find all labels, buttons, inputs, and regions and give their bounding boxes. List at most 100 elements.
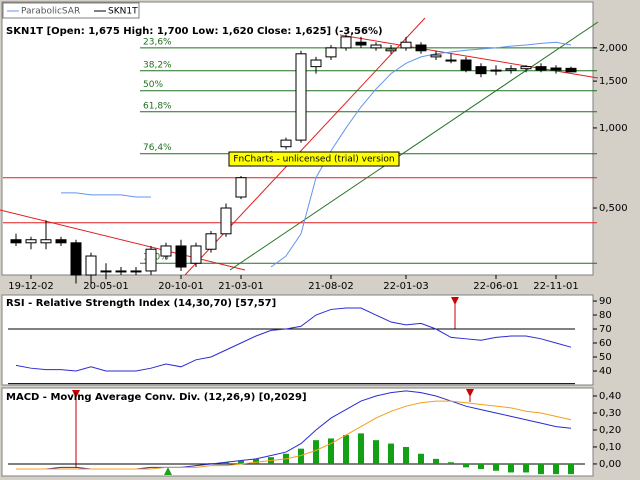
- histogram-bar: [463, 463, 469, 468]
- y-tick-label: 0,10: [599, 442, 621, 453]
- histogram-bar: [328, 438, 334, 464]
- rsi-panel: [1, 294, 594, 386]
- chart-title: SKN1T [Open: 1,675 High: 1,700 Low: 1,62…: [6, 26, 383, 37]
- signal-markers: [72, 297, 474, 475]
- x-tick-label: 22-01-03: [383, 281, 428, 292]
- x-tick-label: 21-08-02: [308, 281, 353, 292]
- histogram-bar: [433, 458, 439, 464]
- candle-body: [295, 53, 307, 141]
- y-tick-label: 40: [599, 366, 612, 377]
- candle-body: [370, 44, 382, 49]
- candle-body: [430, 54, 442, 58]
- candle-body: [325, 47, 337, 58]
- candle-body: [10, 239, 22, 244]
- histogram-bar: [448, 462, 454, 464]
- y-tick-label: 0,30: [599, 408, 621, 419]
- y-tick-label: 0,20: [599, 425, 621, 436]
- legend-label: SKN1T: [108, 7, 138, 17]
- x-tick-label: 20-05-01: [83, 281, 128, 292]
- x-tick-label: 22-06-01: [473, 281, 518, 292]
- legend-label: ParabolicSAR: [21, 7, 80, 17]
- fib-label: 23,6%: [143, 37, 172, 47]
- legend: ParabolicSAR SKN1T: [2, 2, 140, 19]
- histogram-bar: [403, 446, 409, 464]
- histogram-bar: [508, 463, 514, 473]
- watermark: FnCharts - unlicensed (trial) version: [233, 155, 394, 165]
- histogram-bar: [358, 433, 364, 464]
- y-tick-label: 80: [599, 310, 612, 321]
- candle-body: [445, 59, 457, 62]
- candle-body: [340, 36, 352, 49]
- candle-body: [505, 68, 517, 71]
- y-tick-label: 0,500: [599, 203, 628, 214]
- signal-line: [16, 400, 572, 470]
- candle-body: [70, 242, 82, 276]
- x-tick-label: 19-12-02: [8, 281, 53, 292]
- x-tick-label: 22-11-01: [533, 281, 578, 292]
- candle-body: [130, 270, 142, 273]
- chart-title: MACD - Moving Average Conv. Div. (12,26,…: [6, 392, 307, 403]
- x-tick-label: 21-03-01: [218, 281, 263, 292]
- candle-body: [280, 139, 292, 148]
- histogram-bar: [238, 460, 244, 464]
- candle-body: [415, 44, 427, 52]
- candle-body: [85, 255, 97, 276]
- candle-body: [55, 239, 67, 244]
- candle-body: [175, 245, 187, 268]
- x-tick-label: 20-10-01: [158, 281, 203, 292]
- fib-label: 61,8%: [143, 101, 172, 111]
- sar-line: [61, 41, 572, 268]
- candle-body: [220, 207, 232, 235]
- candle-body: [145, 248, 157, 272]
- histogram-bar: [493, 463, 499, 471]
- histogram-bar: [253, 458, 259, 464]
- histogram-bar: [223, 462, 229, 464]
- candle-body: [310, 59, 322, 68]
- rsi-line: [15, 307, 572, 372]
- y-tick-label: 60: [599, 338, 612, 349]
- candle-body: [400, 41, 412, 49]
- candle-body: [25, 239, 37, 244]
- candle-body: [115, 270, 127, 273]
- histogram-bar: [343, 435, 349, 464]
- histogram-bar: [553, 463, 559, 475]
- candle-body: [205, 233, 217, 250]
- candle-body: [235, 177, 247, 198]
- x-axis-band: [2, 276, 593, 294]
- y-tick-label: 0,00: [599, 459, 621, 470]
- candle-body: [190, 245, 202, 264]
- y-tick-label: 70: [599, 324, 612, 335]
- candle-body: [535, 66, 547, 71]
- candle-body: [520, 66, 532, 70]
- candle-body: [100, 270, 112, 273]
- watermark-box: [228, 151, 400, 167]
- trend-lines: [0, 17, 599, 276]
- histogram-bar: [523, 463, 529, 473]
- candle-body: [460, 59, 472, 71]
- candle-body: [385, 48, 397, 52]
- y-tick-label: 90: [599, 296, 612, 307]
- histogram-bar: [418, 453, 424, 464]
- y-tick-label: 50: [599, 352, 612, 363]
- candle-body: [160, 245, 172, 257]
- histogram-bar: [373, 440, 379, 464]
- candle-body: [40, 239, 52, 244]
- y-tick-label: 0,40: [599, 391, 621, 402]
- fib-label: 38,2%: [143, 60, 172, 70]
- candle-body: [355, 41, 367, 46]
- histogram-bar: [568, 463, 574, 475]
- y-tick-label: 1,000: [599, 123, 628, 134]
- fib-label: 50%: [143, 80, 163, 90]
- histogram-bar: [298, 448, 304, 464]
- histogram-bar: [538, 463, 544, 475]
- y-tick-label: 1,500: [599, 76, 628, 87]
- histogram-bar: [388, 443, 394, 464]
- candle-body: [565, 67, 577, 73]
- macd-panel: [1, 387, 594, 477]
- candle-body: [490, 69, 502, 72]
- histogram-bar: [313, 440, 319, 464]
- y-tick-label: 2,000: [599, 43, 628, 54]
- candle-body: [475, 66, 487, 75]
- chart-title: RSI - Relative Strength Index (14,30,70)…: [6, 298, 276, 309]
